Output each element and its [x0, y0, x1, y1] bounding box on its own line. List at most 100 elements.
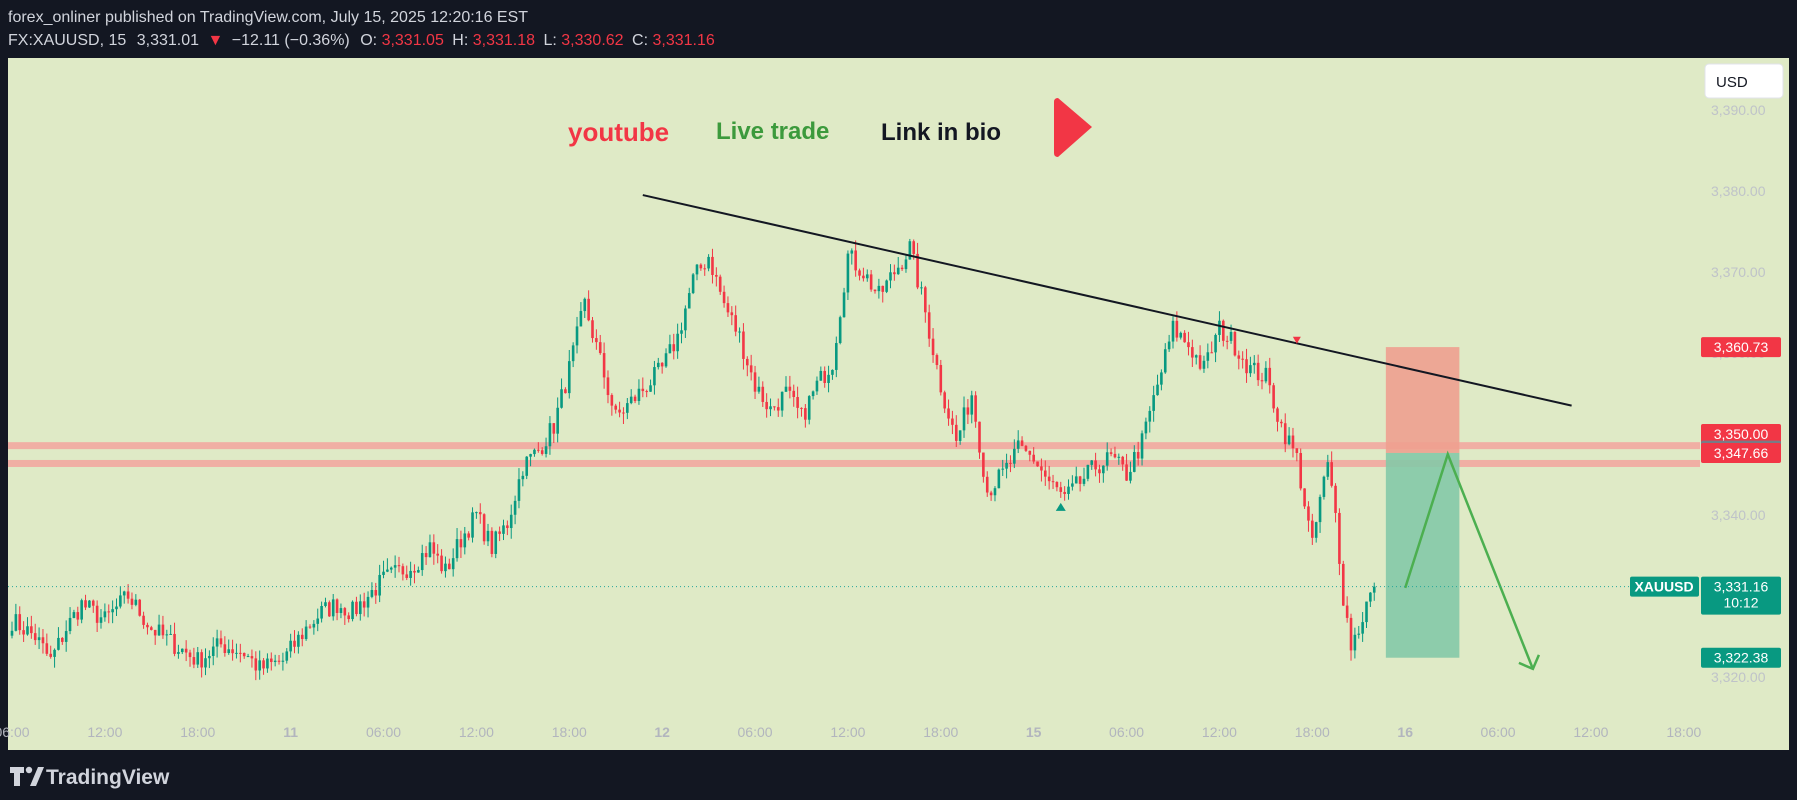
candle	[293, 630, 296, 654]
candle	[428, 534, 432, 558]
candle	[815, 376, 819, 395]
candle	[552, 422, 556, 444]
candle	[420, 544, 424, 576]
x-tick-label: 18:00	[552, 724, 587, 740]
candle	[1074, 466, 1078, 484]
candle	[776, 398, 780, 417]
candle	[335, 598, 339, 621]
candle	[672, 333, 676, 360]
candle	[343, 606, 347, 625]
candle	[107, 604, 111, 624]
svg-text:3,347.66: 3,347.66	[1714, 445, 1769, 461]
candle	[84, 594, 87, 611]
candle	[924, 285, 927, 323]
candle	[53, 648, 56, 668]
candle	[1357, 626, 1361, 639]
candle	[560, 378, 563, 409]
play-icon[interactable]	[1054, 98, 1092, 157]
candle	[556, 397, 559, 443]
candle	[796, 386, 799, 419]
candle	[757, 376, 761, 394]
candle	[873, 289, 877, 294]
x-tick-label: 12	[654, 724, 670, 740]
candle	[715, 267, 718, 287]
candle	[792, 384, 796, 407]
candle	[49, 645, 52, 659]
chart-background	[8, 58, 1789, 750]
time-axis[interactable]: 06:00 12:00 18:00 11 06:00 12:00 18:00 12 06:00 1…	[0, 724, 1702, 740]
sell-marker-icon	[1292, 336, 1301, 344]
candle	[103, 603, 107, 622]
currency-button[interactable]: USD	[1704, 63, 1784, 99]
candle	[1163, 343, 1167, 374]
candle	[1187, 331, 1190, 356]
stop-loss-zone[interactable]	[1385, 347, 1460, 453]
publish-line: forex_onliner published on TradingView.c…	[8, 9, 528, 26]
price-axis-label: 3,360.73	[1701, 337, 1781, 358]
x-tick-label: 12:00	[87, 724, 122, 740]
candle	[370, 582, 374, 599]
candle	[614, 403, 618, 414]
candle	[1140, 430, 1144, 466]
take-profit-zone[interactable]	[1385, 452, 1460, 658]
symbol-label: FX:XAUUSD, 15	[8, 32, 126, 49]
candle	[835, 336, 838, 378]
candle	[1249, 356, 1252, 377]
candle	[591, 317, 594, 343]
candle	[583, 297, 587, 319]
candle	[1299, 448, 1303, 491]
link-in-bio-annotation[interactable]: Link in bio	[881, 119, 1001, 146]
x-tick-label: 06:00	[366, 724, 401, 740]
candle	[730, 306, 734, 326]
candle	[1291, 427, 1295, 458]
projection-path[interactable]	[1404, 450, 1535, 670]
candle	[68, 607, 72, 635]
candle	[339, 603, 343, 619]
candle	[943, 390, 946, 414]
candle	[935, 353, 939, 370]
candle	[1280, 419, 1283, 428]
tradingview-logo[interactable]: TradingView	[10, 766, 170, 789]
candle	[1326, 454, 1330, 480]
candle	[1233, 331, 1237, 357]
candle	[726, 296, 730, 317]
change-arrow-icon: ▼	[207, 32, 223, 49]
candle	[41, 629, 45, 654]
candle	[258, 650, 261, 680]
candle	[405, 565, 409, 581]
candle	[1353, 627, 1357, 659]
candle	[173, 622, 176, 657]
candle	[544, 437, 548, 458]
candle	[1043, 460, 1047, 486]
candle	[1156, 374, 1159, 396]
candle	[33, 623, 37, 645]
candle	[30, 615, 33, 639]
candle	[865, 269, 869, 282]
candle	[196, 646, 200, 668]
candle	[1334, 483, 1337, 523]
candle	[548, 416, 552, 455]
trendline[interactable]	[642, 194, 1572, 407]
candle	[88, 599, 91, 608]
candle	[982, 452, 985, 483]
candle	[130, 592, 134, 610]
youtube-annotation[interactable]: youtube	[568, 117, 669, 147]
candle	[417, 566, 420, 573]
drawings-layer	[8, 194, 1700, 671]
candle	[525, 456, 529, 480]
candle	[564, 387, 567, 394]
candle	[169, 624, 172, 635]
candle	[204, 648, 207, 676]
candle	[618, 401, 621, 418]
candle	[931, 328, 935, 363]
candle	[262, 657, 265, 675]
x-tick-label: 12:00	[830, 724, 865, 740]
price-axis-label: 3,322.38	[1701, 647, 1781, 668]
candle	[506, 520, 509, 536]
candle	[1013, 439, 1016, 469]
candle	[366, 591, 370, 618]
candle	[513, 495, 517, 525]
open-label: O:	[360, 32, 377, 49]
live-trade-annotation[interactable]: Live trade	[716, 118, 829, 145]
